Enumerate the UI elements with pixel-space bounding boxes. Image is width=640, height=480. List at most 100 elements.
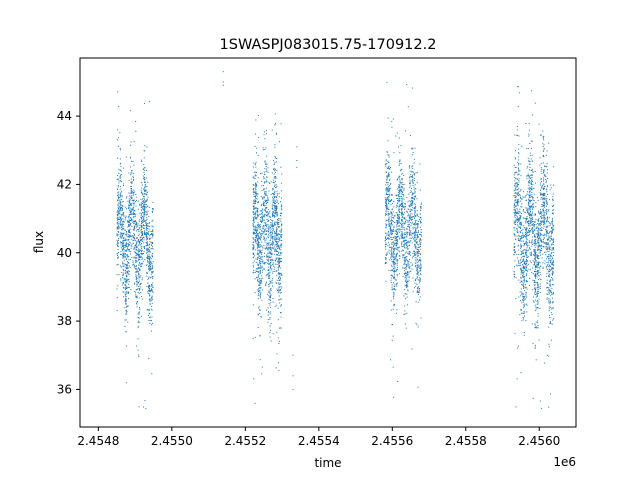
- data-point: [255, 191, 257, 193]
- data-point: [135, 205, 137, 207]
- data-point: [265, 225, 267, 227]
- data-point: [268, 274, 270, 276]
- data-point: [526, 296, 528, 298]
- data-point: [546, 227, 548, 229]
- data-point: [261, 271, 263, 273]
- data-point: [134, 210, 136, 212]
- data-point: [149, 320, 151, 322]
- data-point: [419, 262, 421, 264]
- data-point: [144, 207, 146, 209]
- data-point: [267, 209, 269, 211]
- data-point: [275, 203, 277, 205]
- data-point: [407, 106, 409, 108]
- data-point: [389, 222, 391, 224]
- data-point: [121, 241, 123, 243]
- data-point: [254, 203, 256, 204]
- data-point: [119, 204, 121, 206]
- data-point: [406, 271, 408, 273]
- data-point: [420, 267, 422, 269]
- data-point: [389, 228, 391, 230]
- data-point: [401, 173, 403, 175]
- data-point: [419, 269, 421, 271]
- data-point: [396, 262, 398, 264]
- data-point: [259, 272, 261, 274]
- data-point: [397, 222, 399, 224]
- data-point: [273, 201, 275, 203]
- data-point: [409, 240, 411, 242]
- data-point: [151, 330, 153, 332]
- data-point: [274, 270, 276, 272]
- data-point: [392, 267, 394, 269]
- data-point: [409, 216, 411, 218]
- data-point: [521, 261, 523, 263]
- data-point: [270, 224, 272, 226]
- data-point: [129, 200, 131, 202]
- data-point: [139, 262, 141, 264]
- data-point: [122, 256, 124, 258]
- data-point: [542, 201, 544, 203]
- data-point: [128, 291, 130, 293]
- data-point: [261, 316, 263, 318]
- data-point: [415, 262, 417, 264]
- data-point: [143, 214, 145, 216]
- data-point: [523, 293, 525, 295]
- data-point: [270, 296, 272, 298]
- data-point: [401, 241, 403, 243]
- data-point: [127, 246, 129, 248]
- data-point: [124, 319, 126, 321]
- data-point: [391, 213, 393, 215]
- data-point: [149, 289, 151, 291]
- data-point: [257, 271, 258, 273]
- data-point: [401, 202, 403, 204]
- data-point: [129, 235, 131, 237]
- data-point: [408, 272, 410, 274]
- data-point: [137, 255, 139, 257]
- data-point: [141, 231, 143, 233]
- data-point: [265, 283, 267, 285]
- data-point: [552, 239, 554, 241]
- data-point: [259, 335, 261, 337]
- data-point: [278, 238, 280, 240]
- data-point: [256, 234, 258, 236]
- data-point: [135, 276, 137, 278]
- data-point: [404, 233, 406, 235]
- data-point: [399, 182, 401, 184]
- data-point: [273, 222, 275, 224]
- data-point: [265, 203, 267, 205]
- data-point: [386, 81, 388, 83]
- data-point: [420, 206, 422, 208]
- data-point: [119, 206, 121, 208]
- data-point: [261, 228, 263, 230]
- data-point: [140, 282, 142, 284]
- data-point: [126, 290, 128, 292]
- data-point: [274, 169, 276, 171]
- data-point: [390, 213, 392, 215]
- data-point: [263, 238, 265, 240]
- data-point: [526, 274, 528, 276]
- data-point: [135, 130, 137, 132]
- data-point: [116, 310, 118, 312]
- data-point: [414, 230, 416, 232]
- data-point: [537, 291, 539, 293]
- data-point: [536, 287, 538, 289]
- data-point: [518, 187, 520, 189]
- data-point: [276, 221, 278, 223]
- data-point: [151, 322, 153, 324]
- data-point: [269, 210, 271, 212]
- data-point: [411, 232, 413, 234]
- data-point: [121, 206, 122, 208]
- data-point: [551, 231, 553, 233]
- data-point: [148, 285, 150, 287]
- data-point: [148, 285, 150, 287]
- data-point: [272, 282, 274, 284]
- data-point: [252, 264, 254, 266]
- data-point: [417, 226, 419, 228]
- data-point: [257, 271, 259, 273]
- data-point: [143, 225, 145, 227]
- data-point: [258, 244, 260, 246]
- data-point: [281, 197, 282, 199]
- data-point: [125, 296, 127, 298]
- data-point: [274, 266, 276, 268]
- data-point: [139, 308, 141, 310]
- data-point: [144, 201, 146, 203]
